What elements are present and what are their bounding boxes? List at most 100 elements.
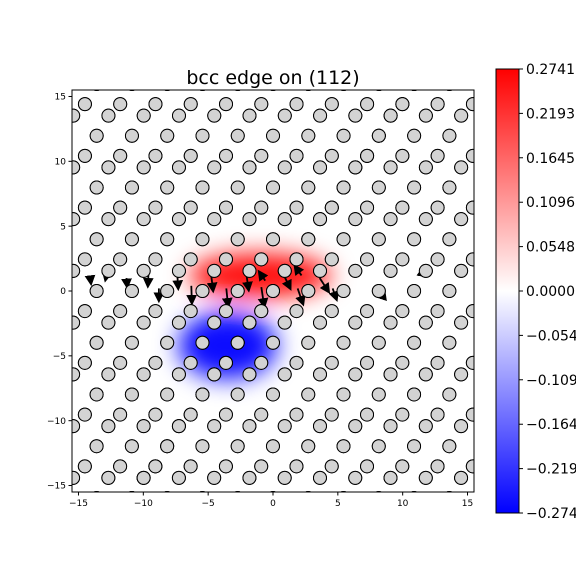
atom-marker bbox=[207, 470, 222, 485]
atom-marker bbox=[89, 232, 104, 247]
atom-marker bbox=[77, 252, 92, 267]
atom-marker bbox=[242, 108, 257, 123]
colorbar-tick-label: 0.2741 bbox=[526, 62, 575, 78]
chart-title: bcc edge on (112) bbox=[186, 67, 359, 89]
atom-marker bbox=[93, 90, 101, 92]
atom-marker bbox=[183, 148, 198, 163]
atom-marker bbox=[242, 315, 257, 330]
atom-marker bbox=[207, 160, 222, 175]
atom-marker bbox=[163, 90, 171, 92]
atom-marker bbox=[124, 284, 139, 298]
displacement-arrow bbox=[257, 286, 269, 309]
atom-marker bbox=[183, 459, 198, 474]
atom-marker bbox=[113, 355, 128, 370]
x-tick-label: 5 bbox=[335, 499, 341, 509]
atom-marker bbox=[230, 128, 245, 143]
atom-marker bbox=[348, 470, 363, 485]
atom-marker bbox=[371, 335, 386, 350]
atom-marker bbox=[72, 108, 81, 123]
atom-marker bbox=[430, 407, 445, 422]
atom-marker bbox=[304, 490, 312, 492]
atom-marker bbox=[371, 284, 386, 298]
atom-marker bbox=[218, 355, 233, 370]
atom-marker bbox=[160, 232, 175, 247]
atom-marker bbox=[445, 490, 453, 492]
atom-marker bbox=[77, 148, 92, 163]
atom-marker bbox=[72, 212, 81, 227]
atom-marker bbox=[124, 128, 139, 143]
atom-marker bbox=[395, 355, 410, 370]
atom-marker bbox=[136, 212, 151, 227]
displacement-arrow bbox=[121, 277, 132, 290]
atom-marker bbox=[445, 90, 454, 92]
atom-marker bbox=[136, 315, 151, 330]
atom-marker bbox=[89, 284, 104, 298]
atom-marker bbox=[219, 148, 234, 163]
atom-marker bbox=[348, 160, 363, 175]
atom-marker bbox=[430, 459, 445, 474]
atom-marker bbox=[336, 180, 351, 195]
atom-marker bbox=[101, 212, 116, 227]
atom-marker bbox=[218, 252, 233, 267]
atom-marker bbox=[219, 97, 234, 112]
displacement-arrow bbox=[84, 274, 96, 287]
atom-marker bbox=[289, 407, 304, 422]
atom-marker bbox=[265, 387, 280, 402]
atom-marker bbox=[313, 108, 328, 123]
atom-marker bbox=[348, 419, 363, 434]
atom-marker bbox=[113, 148, 128, 163]
atom-marker bbox=[277, 315, 292, 330]
atom-marker bbox=[277, 470, 292, 485]
atom-marker bbox=[395, 200, 410, 215]
atom-marker bbox=[407, 128, 422, 143]
atom-marker bbox=[148, 200, 163, 215]
atom-marker bbox=[254, 407, 269, 422]
atom-marker bbox=[254, 252, 269, 267]
atom-marker bbox=[171, 263, 186, 278]
x-tick-label: −15 bbox=[69, 499, 88, 509]
y-axis: −15 −10 −5 0 5 10 15 bbox=[47, 93, 72, 492]
atom-marker bbox=[289, 97, 304, 112]
atom-marker bbox=[383, 263, 398, 278]
atom-marker bbox=[207, 419, 222, 434]
atom-marker bbox=[383, 315, 398, 330]
atom-marker bbox=[77, 304, 92, 319]
atom-marker bbox=[454, 470, 469, 485]
atom-marker bbox=[324, 148, 339, 163]
atom-marker bbox=[410, 90, 418, 92]
atom-marker bbox=[72, 315, 81, 330]
atom-marker bbox=[371, 232, 386, 247]
atom-marker bbox=[183, 304, 198, 319]
atom-marker bbox=[313, 367, 328, 382]
atom-marker bbox=[395, 304, 410, 319]
atom-marker bbox=[418, 263, 433, 278]
colorbar-tick-label: −0.1096 bbox=[526, 373, 576, 389]
atom-marker bbox=[348, 263, 363, 278]
atom-marker bbox=[136, 263, 151, 278]
atom-marker bbox=[124, 180, 139, 195]
atom-marker bbox=[430, 304, 445, 319]
atom-marker bbox=[442, 128, 457, 143]
atom-marker bbox=[113, 97, 128, 112]
atom-marker bbox=[454, 160, 469, 175]
atom-marker bbox=[324, 97, 339, 112]
atom-marker bbox=[218, 200, 233, 215]
atom-marker bbox=[313, 263, 328, 278]
atom-marker bbox=[72, 419, 81, 434]
atom-marker bbox=[101, 470, 116, 485]
y-tick-label: −5 bbox=[53, 352, 66, 362]
atom-marker bbox=[383, 212, 398, 227]
atom-marker bbox=[465, 459, 474, 474]
atom-marker bbox=[266, 232, 281, 247]
atom-marker bbox=[265, 439, 280, 454]
atom-marker bbox=[160, 180, 175, 195]
y-tick-label: 0 bbox=[60, 287, 66, 297]
atom-marker bbox=[418, 108, 433, 123]
atom-marker bbox=[171, 160, 186, 175]
plot-area bbox=[72, 90, 474, 492]
atom-marker bbox=[136, 160, 151, 175]
atom-marker bbox=[336, 439, 351, 454]
atom-marker bbox=[92, 490, 101, 492]
atom-marker bbox=[383, 367, 398, 382]
